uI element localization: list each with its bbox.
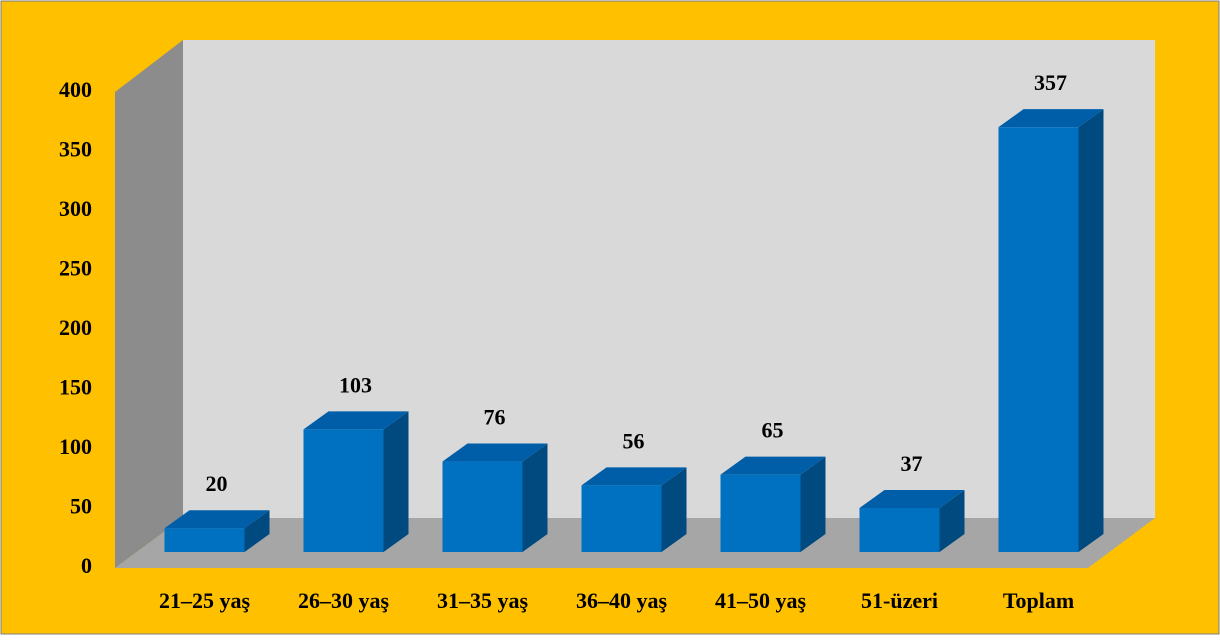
x-tick-label: 26–30 yaş — [298, 588, 390, 613]
value-label: 76 — [484, 405, 506, 430]
side-wall — [115, 40, 183, 568]
bar-top — [303, 411, 409, 430]
x-tick-label: 31–35 yaş — [437, 588, 529, 613]
value-label: 65 — [762, 418, 784, 443]
y-tick-label: 300 — [59, 196, 92, 221]
bar-top — [859, 489, 965, 508]
y-tick-label: 0 — [81, 553, 92, 578]
bar — [442, 461, 523, 552]
value-label: 103 — [339, 372, 372, 397]
x-tick-label: 21–25 yaş — [159, 588, 251, 613]
bar — [164, 528, 245, 552]
bar — [581, 485, 662, 552]
bar-side — [244, 510, 270, 552]
bar-top — [442, 443, 548, 462]
y-tick-label: 100 — [59, 434, 92, 459]
bar-top — [164, 510, 270, 529]
bar — [998, 127, 1079, 553]
y-tick-label: 50 — [70, 494, 92, 519]
bar — [859, 507, 940, 552]
bar-side — [1078, 109, 1104, 553]
bar-side — [522, 443, 548, 552]
y-tick-label: 350 — [59, 137, 92, 162]
bar-side — [800, 456, 826, 552]
bar-top — [581, 467, 687, 486]
back-wall — [183, 40, 1155, 518]
value-label: 37 — [901, 451, 923, 476]
y-tick-label: 200 — [59, 315, 92, 340]
bar-top — [720, 456, 826, 475]
bar — [303, 429, 384, 552]
value-label: 357 — [1034, 70, 1067, 95]
x-tick-label: 41–50 yaş — [715, 588, 807, 613]
value-label: 20 — [206, 471, 228, 496]
bar-side — [939, 489, 965, 552]
bar — [720, 474, 801, 552]
y-tick-label: 400 — [59, 77, 92, 102]
bar-top — [998, 109, 1104, 128]
x-tick-label: 36–40 yaş — [576, 588, 668, 613]
x-tick-label: Toplam — [1003, 588, 1074, 613]
x-tick-label: 51-üzeri — [861, 588, 938, 613]
y-tick-label: 150 — [59, 375, 92, 400]
value-label: 56 — [623, 428, 645, 453]
bar-side — [661, 467, 687, 552]
bar-side — [383, 411, 409, 552]
y-tick-label: 250 — [59, 256, 92, 281]
